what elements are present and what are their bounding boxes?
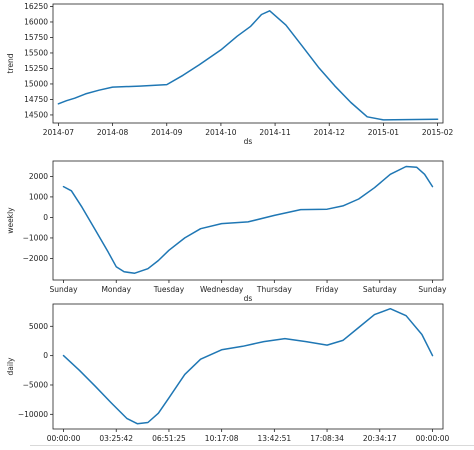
chart-1-x-tick-label: 2015-02 [422,128,454,137]
chart-3-x-tick-label: 03:25:42 [99,434,133,443]
chart-1-y-tick-label: 14750 [24,95,48,104]
chart-1-x-axis-label: ds [244,137,253,146]
chart-3-x-tick-label: 06:51:25 [152,434,186,443]
chart-3-x-tick-label: 20:34:17 [363,434,397,443]
chart-2-y-tick-label: −2000 [23,254,49,263]
chart-2-x-tick-label: Monday [101,285,131,294]
chart-3-x-tick-label: 10:17:08 [205,434,239,443]
chart-1-x-tick-label: 2015-01 [368,128,400,137]
chart-1-y-tick-label: 14500 [24,111,48,120]
chart-2-y-tick-label: −1000 [23,234,49,243]
chart-1-x-tick-label: 2014-10 [205,128,237,137]
chart-3-x-tick-label: 17:08:34 [310,434,344,443]
chart-1-x-tick-label: 2014-12 [314,128,346,137]
chart-1-y-tick-label: 16000 [24,18,48,27]
chart-1-y-tick-label: 15000 [24,80,48,89]
chart-2-y-axis-label: weekly [6,207,15,234]
chart-3-x-tick-label: 00:00:00 [416,434,450,443]
chart-3-y-tick-label: −10000 [18,410,48,419]
chart-3-y-tick-label: 0 [43,351,48,360]
chart-1-y-tick-label: 15250 [24,64,48,73]
chart-1-axes-frame [52,3,444,124]
chart-1-y-tick-label: 16250 [24,2,48,11]
chart-2-x-tick-label: Thursday [256,285,292,294]
chart-3-y-axis-label: daily [6,357,15,376]
chart-2-y-tick-label: 0 [43,213,48,222]
chart-2-y-tick-label: 2000 [29,172,48,181]
chart-1-series-line [57,10,439,121]
chart-2-x-tick-label: Sunday [418,285,447,294]
chart-2-x-tick-label: Sunday [50,285,79,294]
chart-1-y-axis-label: trend [6,53,15,73]
chart-3-axes-frame [52,303,444,430]
chart-2-x-tick-label: Saturday [363,285,397,294]
chart-3-x-tick-label: 00:00:00 [47,434,81,443]
chart-2-x-axis-label: ds [244,294,253,303]
chart-3-y-tick-label: 5000 [29,322,48,331]
chart-1-y-tick-label: 15750 [24,33,48,42]
chart-1-x-tick-label: 2014-11 [259,128,291,137]
chart-3-x-tick-label: 13:42:51 [258,434,292,443]
bottom-divider [30,445,474,446]
chart-1-x-tick-label: 2014-09 [151,128,183,137]
chart-2-series-line [62,165,434,274]
chart-2-x-tick-label: Friday [316,285,339,294]
chart-3-series-line [62,307,434,425]
chart-2-x-tick-label: Tuesday [153,285,185,294]
chart-1-x-tick-label: 2014-07 [43,128,75,137]
chart-3-y-tick-label: −5000 [23,381,49,390]
chart-2-axes-frame [52,160,444,281]
chart-1-x-tick-label: 2014-08 [97,128,129,137]
chart-1-y-tick-label: 15500 [24,49,48,58]
chart-2-y-tick-label: 1000 [29,193,48,202]
chart-2-x-tick-label: Wednesday [200,285,244,294]
